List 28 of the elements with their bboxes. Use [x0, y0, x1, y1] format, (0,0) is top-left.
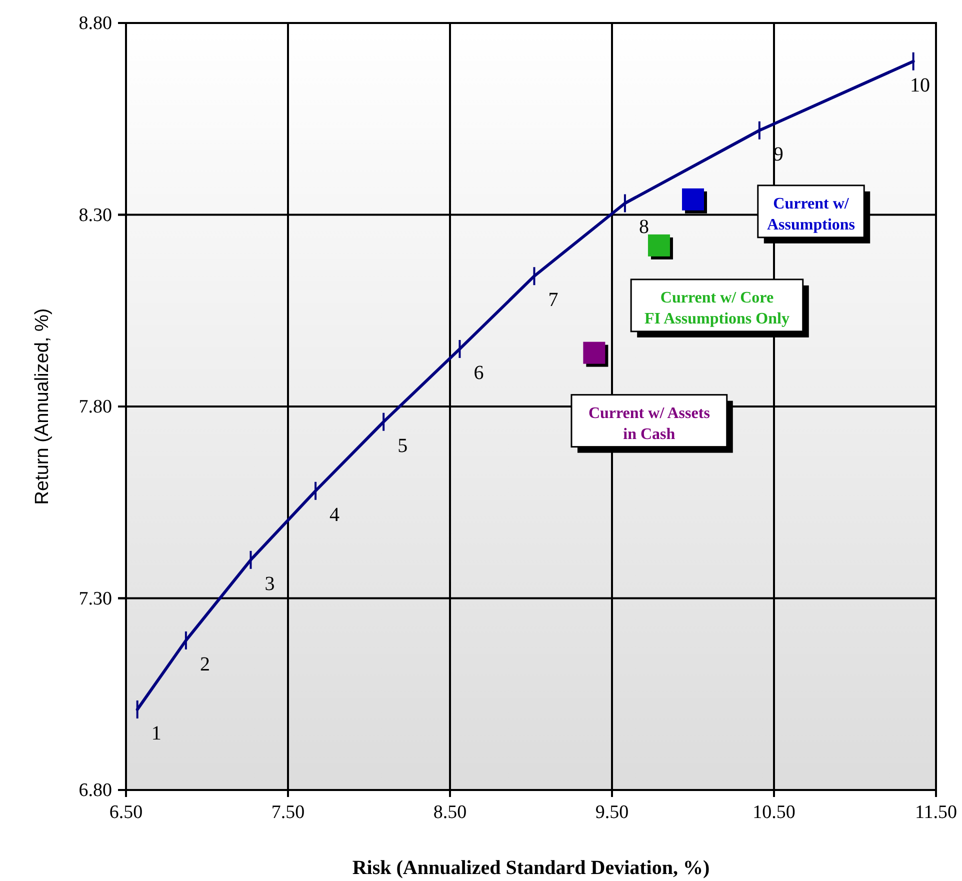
x-axis-title: Risk (Annualized Standard Deviation, %) — [352, 857, 710, 879]
annotation: 1 — [151, 722, 162, 744]
text: Current w/ Core FI Assumptions Only — [644, 289, 790, 328]
annotation: 3 — [264, 572, 275, 595]
x-tick-label: 9.50 — [595, 802, 629, 823]
text: Current w/ Assumptions — [766, 195, 856, 234]
annotation: 7 — [548, 289, 558, 312]
y-tick-label: 8.80 — [78, 13, 112, 34]
point — [648, 234, 670, 256]
y-tick-label: 7.30 — [78, 588, 112, 610]
annotation: 8 — [638, 216, 649, 238]
point — [682, 188, 704, 210]
text: Current w/ Assets in Cash — [588, 404, 710, 443]
x-tick-label: 7.50 — [271, 802, 305, 823]
x-tick-label: 6.50 — [109, 802, 143, 823]
x-tick-label: 11.50 — [914, 802, 958, 823]
y-axis-title: Return (Annualized, %) — [32, 308, 53, 505]
x-tick-label: 8.50 — [433, 802, 467, 823]
annotation: 6 — [474, 362, 484, 384]
y-tick-label: 8.30 — [78, 204, 112, 226]
annotation: 10 — [910, 74, 930, 96]
annotation: 5 — [398, 434, 408, 457]
point — [583, 342, 606, 364]
y-tick-label: 7.80 — [78, 396, 112, 418]
annotation: 4 — [330, 504, 340, 526]
y-tick-label: 6.80 — [78, 780, 112, 801]
annotation: 2 — [200, 653, 210, 676]
x-tick-label: 10.50 — [752, 802, 796, 823]
